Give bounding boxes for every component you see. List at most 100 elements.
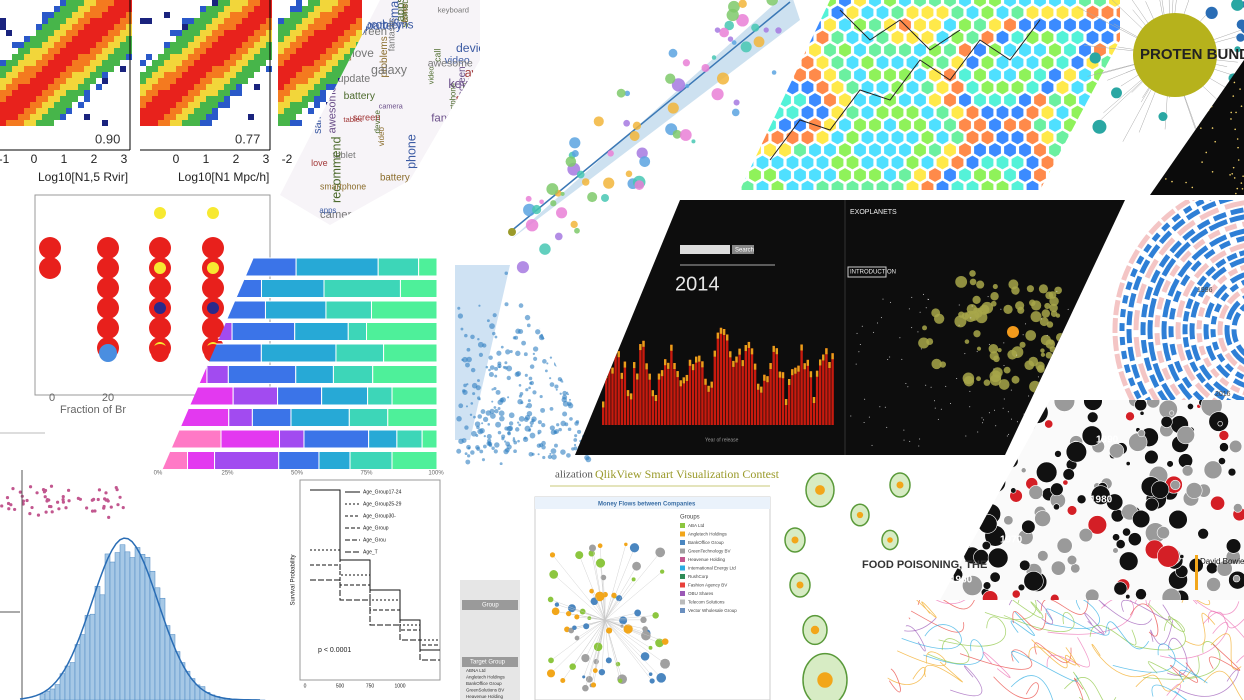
density-cell xyxy=(60,30,66,36)
point xyxy=(560,330,564,333)
edge xyxy=(579,555,606,621)
legend-label: Angletech Holdings xyxy=(688,532,728,537)
star xyxy=(911,296,913,298)
hex xyxy=(823,67,837,83)
point xyxy=(539,199,544,205)
density-cell xyxy=(60,96,66,102)
star xyxy=(1241,187,1244,190)
edge xyxy=(604,619,660,644)
density-cell xyxy=(158,60,164,66)
hex xyxy=(890,154,905,171)
bar xyxy=(819,359,822,425)
bubble xyxy=(1023,571,1044,592)
point xyxy=(504,440,507,443)
density-cell xyxy=(72,54,78,60)
bar xyxy=(704,378,707,425)
hex xyxy=(1093,17,1107,33)
hex xyxy=(815,154,830,171)
word: fantastic xyxy=(431,113,474,125)
point xyxy=(546,362,549,365)
density-cell xyxy=(194,60,200,66)
point xyxy=(492,313,497,318)
hex xyxy=(988,67,1002,83)
density-cell xyxy=(182,54,188,60)
density-cell xyxy=(302,30,308,36)
word: tablet xyxy=(343,115,363,124)
density-cell xyxy=(126,36,132,42)
star xyxy=(958,304,960,306)
node xyxy=(656,673,667,683)
bar-top xyxy=(741,360,744,367)
density-cell xyxy=(66,0,72,6)
density-cell xyxy=(42,66,48,72)
density-cell xyxy=(218,96,224,102)
density-cell xyxy=(188,48,194,54)
planet xyxy=(988,343,999,354)
density-cell xyxy=(152,102,158,108)
word: recommend xyxy=(330,137,344,203)
density-cell xyxy=(72,66,78,72)
point xyxy=(672,129,682,139)
point xyxy=(458,438,464,445)
bar-segment xyxy=(260,343,337,363)
point xyxy=(533,356,538,361)
density-cell xyxy=(260,42,266,48)
hex xyxy=(920,29,935,46)
hex xyxy=(1070,79,1085,96)
hex xyxy=(883,67,897,83)
density-cell xyxy=(194,48,200,54)
density-cell xyxy=(42,84,48,90)
density-cell xyxy=(30,96,36,102)
density-cell xyxy=(170,60,176,66)
point xyxy=(500,345,504,349)
density-cell xyxy=(284,18,290,24)
hex xyxy=(1070,179,1085,190)
density-cell xyxy=(18,66,24,72)
density-cell xyxy=(224,54,230,60)
density-cell xyxy=(284,114,290,120)
bubble-ring xyxy=(154,302,166,314)
word: device xyxy=(400,4,409,25)
density-cell xyxy=(158,114,164,120)
density-cell xyxy=(338,24,344,30)
density-cell xyxy=(332,18,338,24)
point xyxy=(508,228,516,236)
hex xyxy=(1018,92,1032,108)
word: camera xyxy=(379,102,404,111)
density-cell xyxy=(54,78,60,84)
density-cell xyxy=(224,48,230,54)
bar-top xyxy=(654,394,658,401)
density-cell xyxy=(78,84,84,90)
density-cell xyxy=(72,72,78,78)
bar xyxy=(741,360,744,425)
point xyxy=(551,454,557,460)
density-cell xyxy=(30,120,36,126)
planet xyxy=(922,325,928,331)
bar xyxy=(778,371,782,425)
density-cell xyxy=(120,36,126,42)
density-cell xyxy=(176,114,182,120)
density-cell xyxy=(182,72,188,78)
bar-top xyxy=(617,351,620,358)
hex xyxy=(808,0,822,8)
trail xyxy=(923,639,984,666)
bubble xyxy=(985,472,1006,493)
density-cell xyxy=(42,18,48,24)
density-cell xyxy=(0,24,6,30)
hex xyxy=(1025,4,1040,21)
density-cell xyxy=(176,90,182,96)
density-cell xyxy=(224,24,230,30)
point xyxy=(639,156,651,167)
trail xyxy=(1168,654,1208,684)
density-cell xyxy=(48,18,54,24)
density-cell xyxy=(24,78,30,84)
hex xyxy=(860,129,875,146)
bubble xyxy=(1081,425,1103,446)
trail xyxy=(1134,600,1156,607)
star xyxy=(987,296,989,298)
hex xyxy=(1078,0,1092,8)
bubble xyxy=(1118,551,1139,571)
density-cell xyxy=(278,78,284,84)
density-cell xyxy=(12,78,18,84)
density-cell xyxy=(206,6,212,12)
